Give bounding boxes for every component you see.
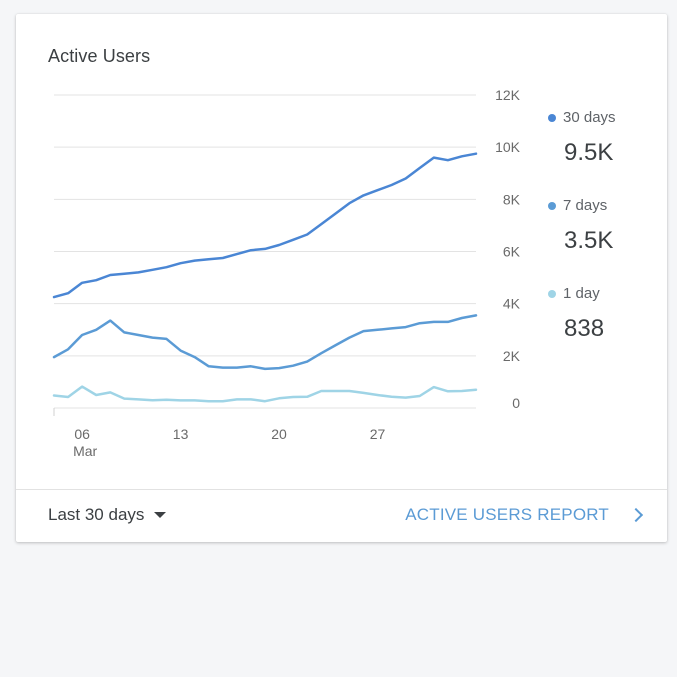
chevron-right-icon: [628, 507, 644, 523]
x-tick-label: 06: [74, 426, 90, 442]
chart-grid: [53, 94, 476, 416]
x-tick-label: 13: [173, 426, 189, 442]
series-line-1-day: [52, 385, 478, 403]
caret-down-icon: [154, 512, 167, 518]
legend-value-7-days: 3.5K: [564, 227, 614, 254]
legend-dot-7-days: [548, 201, 556, 210]
legend-label-1-day: 1 day: [563, 285, 600, 302]
legend-value-30-days: 9.5K: [564, 139, 614, 166]
y-tick-label: 8K: [503, 191, 521, 207]
card-title: Active Users: [48, 46, 151, 66]
chart-legend: 30 days 9.5K 7 days 3.5K 1 day 838: [548, 109, 658, 373]
active-users-card: Active Users 0 2K 4K 6K 8K 10K 12K 06 Mar 13 20 27…: [16, 14, 667, 542]
legend-dot-30-days: [548, 113, 556, 122]
y-tick-label: 0: [512, 395, 520, 411]
y-axis-labels: 0 2K 4K 6K 8K 10K 12K: [495, 87, 521, 411]
y-tick-label: 4K: [503, 296, 521, 312]
y-tick-label: 12K: [495, 87, 521, 103]
legend-item-7-days: 7 days 3.5K: [548, 197, 658, 285]
active-users-report-link[interactable]: ACTIVE USERS REPORT: [405, 505, 644, 525]
legend-item-30-days: 30 days 9.5K: [548, 109, 658, 197]
legend-label-30-days: 30 days: [563, 109, 616, 126]
y-tick-label: 10K: [495, 139, 521, 155]
date-range-dropdown[interactable]: Last 30 days: [48, 505, 167, 525]
y-tick-label: 6K: [503, 244, 521, 260]
series-line-7-days: [52, 314, 478, 371]
legend-value-1-day: 838: [564, 315, 605, 342]
x-tick-sublabel: Mar: [73, 443, 97, 459]
chart-series: [52, 152, 478, 403]
x-tick-label: 20: [271, 426, 287, 442]
date-range-label: Last 30 days: [48, 505, 145, 524]
x-tick-label: 27: [370, 426, 386, 442]
legend-dot-1-day: [548, 289, 556, 298]
y-tick-label: 2K: [503, 348, 521, 364]
series-line-30-days: [52, 152, 478, 299]
legend-item-1-day: 1 day 838: [548, 285, 658, 373]
legend-label-7-days: 7 days: [563, 197, 608, 214]
footer-divider: [16, 489, 667, 490]
report-link-label: ACTIVE USERS REPORT: [405, 505, 609, 524]
